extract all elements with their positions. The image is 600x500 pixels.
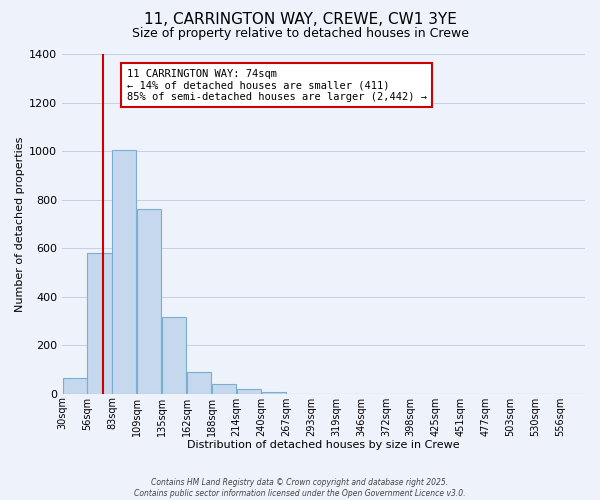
Bar (237, 390, 261, 394)
Text: 11, CARRINGTON WAY, CREWE, CW1 3YE: 11, CARRINGTON WAY, CREWE, CW1 3YE (143, 12, 457, 28)
Bar (262, 392, 286, 394)
Y-axis label: Number of detached properties: Number of detached properties (15, 136, 25, 312)
Text: Size of property relative to detached houses in Crewe: Size of property relative to detached ho… (131, 28, 469, 40)
Text: 11 CARRINGTON WAY: 74sqm
← 14% of detached houses are smaller (411)
85% of semi-: 11 CARRINGTON WAY: 74sqm ← 14% of detach… (127, 68, 427, 102)
Bar (162, 318, 186, 394)
Bar (88, 253, 112, 394)
Bar (62, 378, 86, 394)
X-axis label: Distribution of detached houses by size in Crewe: Distribution of detached houses by size … (187, 440, 460, 450)
Bar (187, 372, 211, 394)
Bar (112, 150, 136, 394)
Text: Contains HM Land Registry data © Crown copyright and database right 2025.
Contai: Contains HM Land Registry data © Crown c… (134, 478, 466, 498)
Bar (137, 210, 161, 394)
Bar (212, 384, 236, 394)
